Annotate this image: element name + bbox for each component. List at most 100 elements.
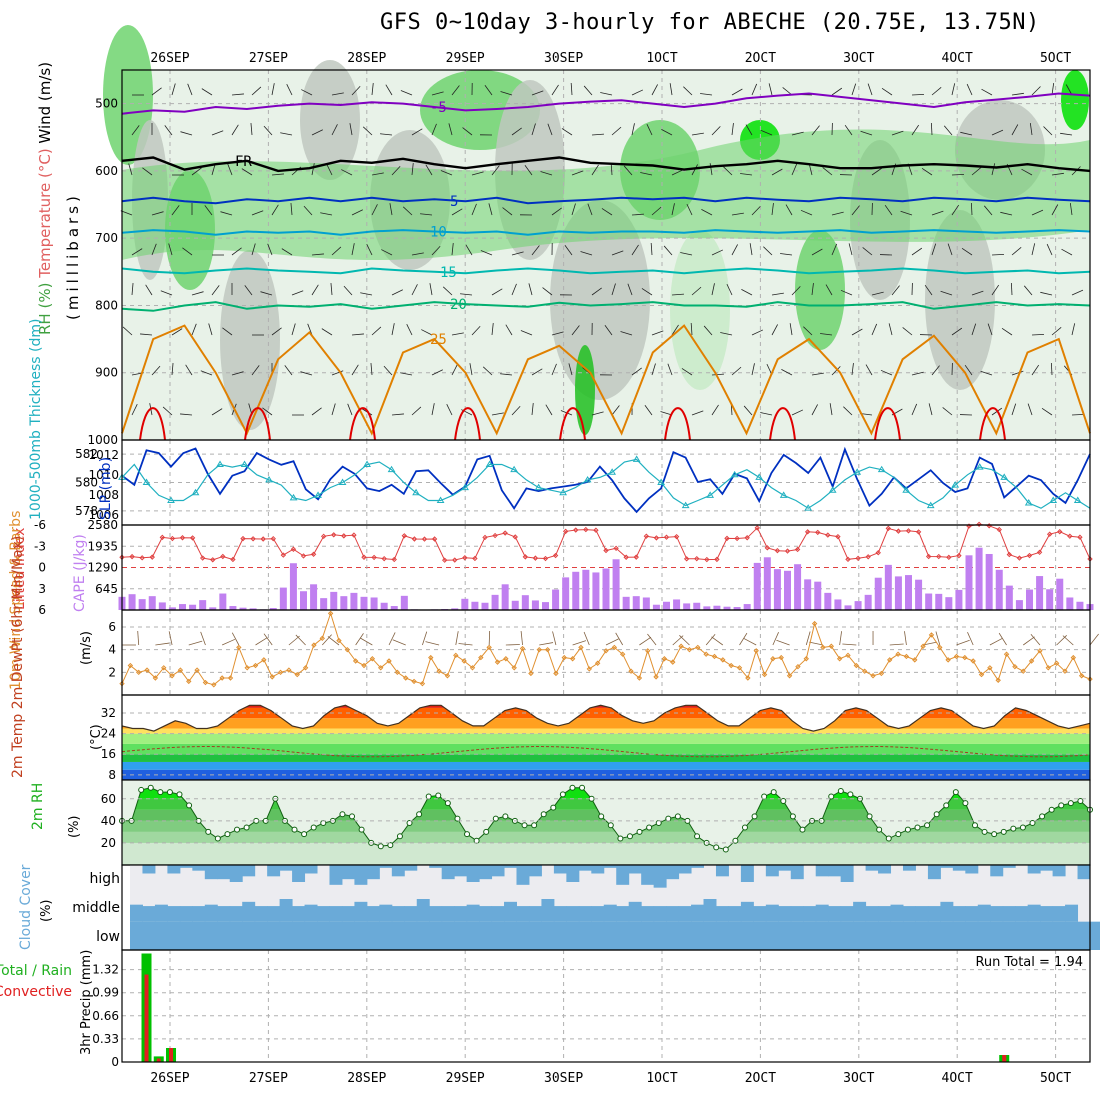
- wind-barb: [1011, 124, 1019, 136]
- li-marker: [784, 548, 791, 554]
- wind-barb: [1023, 285, 1033, 296]
- rh-marker: [1000, 828, 1007, 835]
- cape-bar: [481, 602, 489, 610]
- wind-barb: [389, 203, 393, 216]
- y-tick: 24: [101, 727, 116, 741]
- cloud-middle: [603, 904, 617, 922]
- wind-barb: [829, 403, 833, 416]
- cloud-middle: [703, 899, 717, 922]
- contour-20: [121, 301, 1091, 312]
- wind-barb: [482, 366, 493, 376]
- cloud-high: [167, 865, 181, 874]
- wind-barb: [671, 203, 675, 216]
- thickness-marker: [485, 460, 494, 468]
- wind-barb: [303, 205, 313, 216]
- y-tick-left: 578: [75, 504, 98, 518]
- wind-barb: [930, 122, 933, 136]
- cloud-high: [379, 865, 393, 868]
- wind-marker: [1037, 648, 1043, 654]
- wind-marker: [920, 643, 926, 649]
- cloud-low: [1015, 921, 1029, 950]
- cloud-high: [479, 865, 493, 880]
- rh-marker: [310, 824, 317, 831]
- cape-bar: [1046, 589, 1054, 610]
- wind-barb: [164, 125, 173, 136]
- wind-barb: [440, 170, 453, 176]
- wind-barb: [571, 325, 580, 336]
- cloud-panel: high middle low Cloud Cover (%): [18, 864, 1100, 951]
- wind-barb: [605, 638, 619, 646]
- y-tick: 2: [108, 665, 116, 679]
- wind-barb: [191, 291, 204, 296]
- cape-bar: [814, 581, 822, 610]
- contour-FR: [121, 156, 1091, 173]
- y-label-precip: 3hr Precip (mm): [79, 950, 94, 1055]
- contour-label: 20: [450, 297, 467, 313]
- wind-barb: [458, 643, 473, 646]
- wind-barb: [1011, 403, 1017, 416]
- wind-barb: [491, 288, 503, 296]
- cloud-middle: [641, 906, 655, 922]
- cloud-high: [616, 865, 630, 885]
- cloud-low: [541, 921, 555, 950]
- wind-barb: [831, 87, 843, 96]
- y-tick: 6: [108, 620, 116, 634]
- cloud-low: [242, 921, 256, 950]
- wind-barb: [471, 171, 484, 176]
- wind-barb: [222, 327, 233, 336]
- wind-barb: [1031, 333, 1045, 336]
- wind-barb: [564, 245, 573, 256]
- wind-barb: [743, 638, 757, 646]
- wind-barb: [980, 370, 993, 376]
- wind-barb: [545, 404, 553, 416]
- wind-barb: [1051, 326, 1062, 336]
- wind-barb: [981, 88, 993, 96]
- wind-marker: [778, 654, 784, 661]
- rh-marker: [866, 813, 873, 820]
- wind-barb: [843, 406, 853, 416]
- cloud-high: [778, 865, 792, 871]
- cloud-middle: [578, 906, 592, 922]
- wind-barb: [171, 83, 176, 96]
- cloud-low: [666, 921, 680, 950]
- wind-barb: [321, 328, 333, 336]
- cape-bar: [612, 559, 620, 610]
- thickness-marker: [608, 468, 617, 475]
- cape-bar: [1036, 576, 1044, 610]
- y-title-wind: 10m Wind Speed & Barbs: [8, 511, 24, 690]
- wind-barb: [911, 93, 925, 96]
- cloud-low: [366, 921, 380, 950]
- wind-barb: [211, 285, 220, 296]
- cloud-high: [553, 865, 567, 874]
- cape-bar: [279, 587, 287, 610]
- cloud-middle: [591, 906, 605, 922]
- rh-marker: [502, 813, 509, 820]
- wind-marker: [1003, 651, 1010, 657]
- wind-barb: [484, 85, 493, 96]
- cloud-middle: [504, 901, 517, 922]
- contour-30: [454, 407, 481, 441]
- cloud-middle: [528, 906, 542, 922]
- cloud-middle: [753, 906, 767, 922]
- x-tick-bottom: 28SEP: [347, 1071, 386, 1086]
- cape-bar: [693, 602, 701, 610]
- wind-barb: [1071, 323, 1076, 336]
- rh-marker: [186, 802, 193, 809]
- cloud-low: [1040, 921, 1054, 950]
- wind-barb: [349, 123, 353, 136]
- wind-barb: [680, 252, 693, 256]
- y-title-temp: Temperature (°C): [36, 144, 54, 279]
- wind-barb: [391, 413, 404, 416]
- li-marker: [371, 554, 377, 561]
- wind-barb: [451, 243, 454, 256]
- thickness-marker: [387, 465, 396, 473]
- wind-barb: [355, 633, 364, 646]
- cape-bar: [1066, 597, 1074, 610]
- wind-barb: [791, 131, 804, 136]
- wind-barb: [347, 403, 353, 416]
- y-tick: 500: [95, 97, 118, 111]
- thickness-marker: [877, 465, 886, 473]
- li-marker: [482, 534, 488, 541]
- cape-bar: [985, 553, 993, 610]
- wind-marker: [352, 658, 359, 664]
